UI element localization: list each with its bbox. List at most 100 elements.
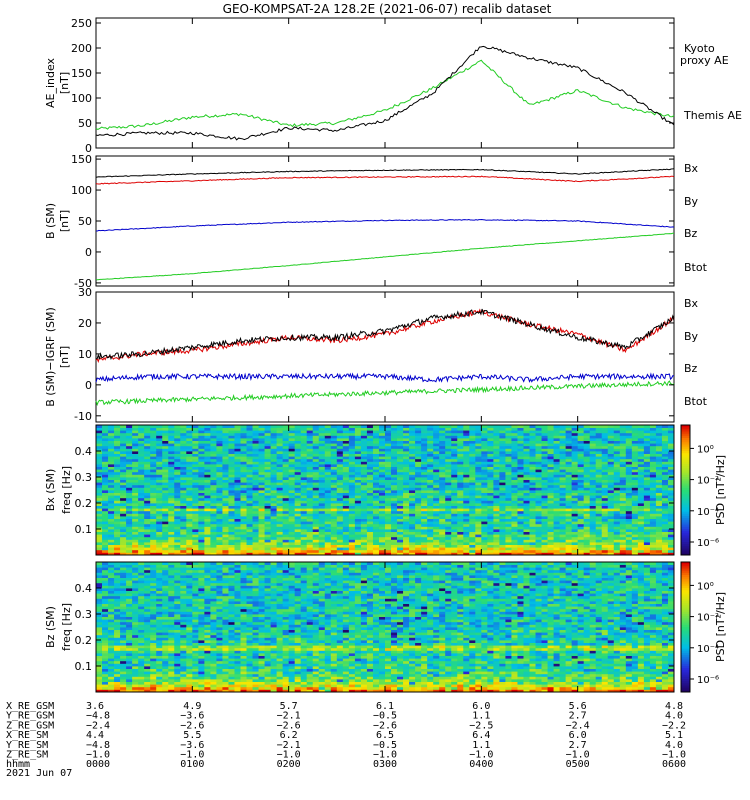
spectrogram-cell: [114, 456, 121, 460]
spectrogram-cell: [114, 479, 121, 483]
spectrogram-cell: [511, 461, 518, 465]
spectrogram-cell: [246, 469, 253, 473]
spectrogram-cell: [391, 492, 398, 496]
spectrogram-cell: [541, 482, 548, 486]
spectrogram-cell: [559, 490, 567, 493]
spectrogram-cell: [264, 503, 271, 506]
spectrogram-cell: [96, 474, 103, 478]
spectrogram-cell: [258, 518, 265, 522]
spectrogram-cell: [246, 549, 253, 553]
spectrogram-cell: [625, 448, 633, 452]
spectrogram-cell: [318, 549, 326, 553]
spectrogram-cell: [403, 479, 410, 483]
spectrogram-cell: [246, 552, 253, 556]
spectrogram-cell: [186, 490, 193, 493]
spectrogram-cell: [288, 523, 296, 527]
spectrogram-cell: [397, 438, 404, 441]
spectrogram-cell: [529, 547, 536, 551]
spectrogram-cell: [583, 482, 591, 486]
spectrogram-cell: [330, 536, 338, 540]
spectrogram-cell: [270, 487, 278, 491]
spectrogram-cell: [330, 513, 338, 517]
spectrogram-cell: [138, 456, 145, 460]
spectrogram-cell: [366, 469, 374, 473]
spectrogram-cell: [601, 469, 609, 473]
spectrogram-cell: [210, 492, 217, 496]
spectrogram-cell: [156, 542, 163, 545]
spectrogram-cell: [132, 521, 139, 525]
spectrogram-cell: [499, 458, 506, 462]
spectrogram-cell: [385, 453, 392, 457]
spectrogram-cell: [571, 547, 579, 551]
spectrogram-cell: [637, 552, 645, 556]
spectrogram-cell: [336, 536, 344, 540]
spectrogram-cell: [342, 464, 350, 467]
spectrogram-cell: [451, 523, 458, 527]
spectrogram-cell: [481, 425, 488, 428]
spectrogram-cell: [222, 539, 229, 543]
spectrogram-cell: [360, 445, 368, 449]
spectrogram-cell: [457, 523, 464, 527]
spectrogram-cell: [192, 547, 199, 551]
spectrogram-cell: [198, 523, 205, 527]
spectrogram-cell: [427, 427, 434, 431]
spectrogram-cell: [427, 471, 434, 475]
spectrogram-cell: [439, 461, 446, 465]
spectrogram-cell: [228, 542, 235, 545]
spectrogram-cell: [493, 521, 500, 525]
spectrogram-cell: [246, 487, 253, 491]
spectrogram-cell: [667, 500, 675, 504]
spectrogram-cell: [487, 435, 494, 439]
spectrogram-cell: [487, 521, 494, 525]
spectrogram-cell: [108, 448, 115, 452]
spectrogram-cell: [174, 451, 181, 454]
spectrogram-cell: [294, 523, 302, 527]
spectrogram-cell: [348, 479, 356, 483]
spectrogram-cell: [565, 456, 573, 460]
spectrogram-cell: [276, 471, 284, 475]
spectrogram-cell: [336, 435, 344, 439]
spectrogram-cell: [258, 500, 265, 504]
spectrogram-cell: [643, 438, 651, 441]
spectrogram-cell: [583, 534, 591, 538]
spectrogram-cell: [457, 474, 464, 478]
spectrogram-cell: [342, 490, 350, 493]
spectrogram-cell: [120, 521, 127, 525]
spectrogram-cell: [114, 448, 121, 452]
spectrogram-cell: [529, 510, 536, 514]
spectrogram-cell: [252, 534, 259, 538]
spectrogram-cell: [378, 435, 386, 439]
spectrogram-cell: [607, 445, 615, 449]
spectrogram-cell: [198, 544, 205, 548]
spectrogram-cell: [306, 497, 314, 501]
spectrogram-cell: [595, 500, 603, 504]
spectrogram-cell: [264, 495, 271, 499]
spectrogram-cell: [216, 438, 223, 441]
spectrogram-cell: [643, 552, 651, 556]
spectrogram-cell: [529, 479, 536, 483]
bd-ylabel-1: B (SM)−IGRF (SM): [44, 307, 57, 407]
spectrogram-cell: [132, 508, 139, 512]
spectrogram-cell: [204, 505, 211, 509]
spectrogram-cell: [577, 445, 585, 449]
spectrogram-cell: [511, 516, 518, 519]
spectrogram-cell: [517, 526, 524, 530]
spectrogram-cell: [174, 503, 181, 506]
spectrogram-cell: [463, 466, 470, 470]
spectrogram-cell: [553, 529, 560, 532]
spectrogram-cell: [174, 492, 181, 496]
spectrogram-cell: [463, 490, 470, 493]
spectrogram-cell: [126, 448, 133, 452]
spectrogram-cell: [637, 466, 645, 470]
spectrogram-cell: [246, 547, 253, 551]
spectrogram-cell: [415, 505, 422, 509]
spectrogram-cell: [637, 430, 645, 434]
spectrogram-cell: [475, 438, 482, 441]
spectrogram-cell: [661, 432, 669, 436]
spectrogram-cell: [445, 482, 452, 486]
spectrogram-cell: [511, 490, 518, 493]
spectrogram-cell: [619, 435, 627, 439]
spectrogram-cell: [583, 453, 591, 457]
spectrogram-cell: [102, 508, 109, 512]
spectrogram-cell: [126, 435, 133, 439]
